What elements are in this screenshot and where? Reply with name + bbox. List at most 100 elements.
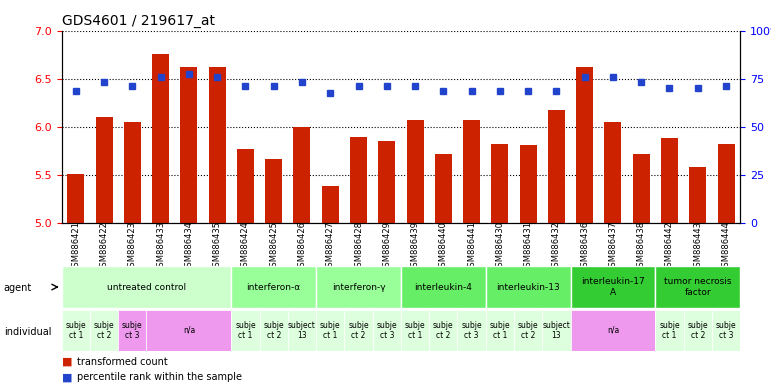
FancyBboxPatch shape (486, 266, 571, 308)
FancyBboxPatch shape (542, 310, 571, 351)
Text: GSM886433: GSM886433 (156, 221, 165, 272)
Text: GSM886431: GSM886431 (524, 221, 533, 272)
Text: n/a: n/a (183, 326, 195, 335)
Bar (576, 67, 593, 223)
FancyBboxPatch shape (684, 310, 712, 351)
FancyBboxPatch shape (231, 266, 316, 308)
Bar (67, 174, 84, 223)
FancyBboxPatch shape (429, 310, 457, 351)
Text: subje
ct 2: subje ct 2 (688, 321, 708, 340)
Text: interferon-α: interferon-α (247, 283, 301, 291)
Text: GSM886438: GSM886438 (637, 221, 646, 272)
Text: transformed count: transformed count (77, 357, 168, 367)
Bar (322, 186, 338, 223)
Bar (718, 144, 735, 223)
Bar (265, 159, 282, 223)
Bar (689, 167, 706, 223)
FancyBboxPatch shape (401, 310, 429, 351)
Bar (237, 149, 254, 223)
Text: GSM886426: GSM886426 (298, 221, 307, 272)
FancyBboxPatch shape (231, 310, 260, 351)
Text: subje
ct 2: subje ct 2 (348, 321, 369, 340)
FancyBboxPatch shape (571, 266, 655, 308)
Text: GSM886429: GSM886429 (382, 221, 392, 272)
FancyBboxPatch shape (90, 310, 118, 351)
Text: subject
13: subject 13 (543, 321, 571, 340)
Bar (209, 67, 226, 223)
Text: subje
ct 3: subje ct 3 (122, 321, 143, 340)
Text: GDS4601 / 219617_at: GDS4601 / 219617_at (62, 14, 214, 28)
FancyBboxPatch shape (62, 266, 231, 308)
FancyBboxPatch shape (118, 310, 146, 351)
Text: interleukin-17
A: interleukin-17 A (581, 277, 645, 297)
FancyBboxPatch shape (146, 310, 231, 351)
Text: GSM886425: GSM886425 (269, 221, 278, 272)
Bar (520, 145, 537, 223)
Text: subje
ct 1: subje ct 1 (405, 321, 426, 340)
FancyBboxPatch shape (401, 266, 486, 308)
Text: GSM886437: GSM886437 (608, 221, 618, 272)
Text: individual: individual (4, 327, 52, 337)
Bar (379, 141, 396, 223)
Bar (152, 54, 169, 223)
Text: GSM886441: GSM886441 (467, 221, 476, 272)
Bar (661, 138, 678, 223)
Bar (491, 144, 508, 223)
Text: subje
ct 2: subje ct 2 (433, 321, 453, 340)
Text: n/a: n/a (607, 326, 619, 335)
FancyBboxPatch shape (712, 310, 740, 351)
Text: GSM886432: GSM886432 (552, 221, 561, 272)
Bar (180, 67, 197, 223)
Text: GSM886421: GSM886421 (71, 221, 80, 272)
FancyBboxPatch shape (62, 310, 90, 351)
Text: interferon-γ: interferon-γ (332, 283, 386, 291)
FancyBboxPatch shape (571, 310, 655, 351)
Text: GSM886435: GSM886435 (213, 221, 222, 272)
Text: subject
13: subject 13 (288, 321, 316, 340)
Text: subje
ct 1: subje ct 1 (235, 321, 256, 340)
Text: GSM886443: GSM886443 (693, 221, 702, 272)
Text: GSM886439: GSM886439 (410, 221, 419, 272)
FancyBboxPatch shape (316, 266, 401, 308)
Bar (463, 120, 480, 223)
FancyBboxPatch shape (288, 310, 316, 351)
Text: GSM886428: GSM886428 (354, 221, 363, 272)
Text: GSM886422: GSM886422 (99, 221, 109, 272)
Text: subje
ct 1: subje ct 1 (659, 321, 680, 340)
Bar (124, 122, 141, 223)
Text: GSM886436: GSM886436 (580, 221, 589, 272)
Text: tumor necrosis
factor: tumor necrosis factor (664, 277, 732, 297)
Text: subje
ct 1: subje ct 1 (320, 321, 341, 340)
Bar (633, 154, 650, 223)
Text: untreated control: untreated control (107, 283, 186, 291)
Text: subje
ct 1: subje ct 1 (490, 321, 510, 340)
Text: ■: ■ (62, 372, 72, 382)
FancyBboxPatch shape (457, 310, 486, 351)
FancyBboxPatch shape (655, 266, 740, 308)
FancyBboxPatch shape (514, 310, 542, 351)
Bar (604, 122, 621, 223)
Text: agent: agent (4, 283, 32, 293)
Bar (350, 137, 367, 223)
Text: GSM886423: GSM886423 (128, 221, 137, 272)
FancyBboxPatch shape (486, 310, 514, 351)
FancyBboxPatch shape (655, 310, 684, 351)
Text: GSM886442: GSM886442 (665, 221, 674, 272)
Text: interleukin-13: interleukin-13 (497, 283, 560, 291)
Text: subje
ct 2: subje ct 2 (518, 321, 538, 340)
Bar (96, 117, 113, 223)
Text: subje
ct 3: subje ct 3 (715, 321, 736, 340)
Bar (435, 154, 452, 223)
Text: subje
ct 2: subje ct 2 (264, 321, 284, 340)
Text: GSM886440: GSM886440 (439, 221, 448, 272)
Text: subje
ct 3: subje ct 3 (461, 321, 482, 340)
Text: percentile rank within the sample: percentile rank within the sample (77, 372, 242, 382)
Text: GSM886434: GSM886434 (184, 221, 194, 272)
Text: subje
ct 3: subje ct 3 (376, 321, 397, 340)
Text: GSM886424: GSM886424 (241, 221, 250, 272)
Bar (294, 127, 311, 223)
Text: GSM886427: GSM886427 (325, 221, 335, 272)
Text: interleukin-4: interleukin-4 (414, 283, 473, 291)
Bar (548, 111, 565, 223)
Bar (406, 120, 423, 223)
